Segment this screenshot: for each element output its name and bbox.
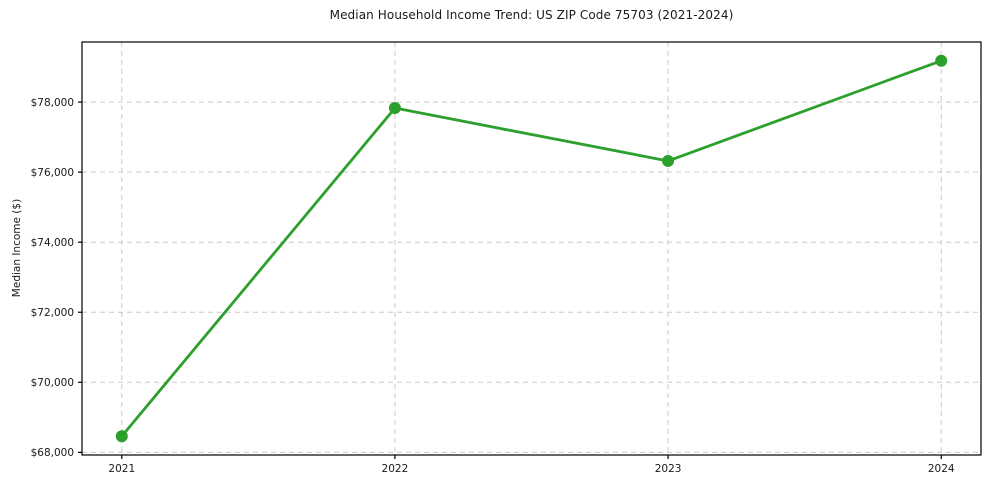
- data-point-marker: [388, 102, 401, 115]
- y-tick-label: $68,000: [31, 447, 74, 459]
- y-tick-label: $70,000: [31, 377, 74, 389]
- x-tick-label: 2023: [655, 463, 682, 475]
- x-tick-label: 2024: [928, 463, 955, 475]
- data-point-marker: [935, 54, 948, 67]
- income-trend-line: [120, 59, 943, 438]
- plot-border: [81, 41, 982, 456]
- data-point-marker: [115, 430, 128, 443]
- y-tick-label: $72,000: [31, 307, 74, 319]
- y-tick-label: $76,000: [31, 167, 74, 179]
- x-tick-label: 2022: [382, 463, 409, 475]
- y-tick-label: $78,000: [31, 97, 74, 109]
- x-tick-label: 2021: [108, 463, 135, 475]
- chart-title: Median Household Income Trend: US ZIP Co…: [329, 8, 734, 22]
- data-point-marker: [662, 154, 675, 167]
- y-tick-label: $74,000: [31, 237, 74, 249]
